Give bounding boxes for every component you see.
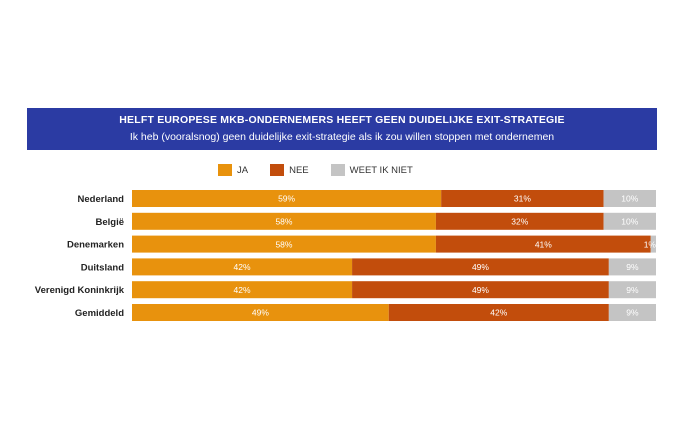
chart-title: HELFT EUROPESE MKB-ONDERNEMERS HEEFT GEE… (119, 114, 565, 126)
title-banner: HELFT EUROPESE MKB-ONDERNEMERS HEEFT GEE… (27, 108, 657, 150)
legend-label-ja: JA (237, 164, 249, 176)
bar-verenigd-koninkrijk-weet-ik-niet (608, 281, 656, 299)
data-label-verenigd-koninkrijk-ja: 42% (234, 285, 251, 295)
data-label-nederland-ja: 59% (278, 194, 295, 204)
legend-swatch-weet-ik-niet (330, 164, 345, 176)
bar-duitsland-nee (352, 258, 609, 276)
bar-gemiddeld-weet-ik-niet (608, 304, 656, 321)
legend: JA NEE WEET IK NIET (218, 163, 435, 177)
data-label-gemiddeld-weet-ik-niet: 9% (626, 308, 639, 318)
bar-nederland-ja (132, 190, 442, 207)
bar-nederland-weet-ik-niet (603, 190, 656, 207)
bar-belgie-nee (435, 212, 604, 230)
data-label-denemarken-ja: 58% (275, 239, 292, 249)
data-label-denemarken-weet-ik-niet: 1% (644, 239, 657, 249)
bar-verenigd-koninkrijk-ja (132, 281, 353, 299)
data-label-gemiddeld-nee: 42% (490, 308, 507, 318)
legend-swatch-nee (270, 164, 285, 176)
bar-nederland-nee (441, 190, 604, 207)
legend-item-nee: NEE (270, 164, 309, 176)
data-label-belgie-ja: 58% (275, 217, 292, 227)
category-label-gemiddeld: Gemiddeld (75, 308, 124, 319)
legend-label-weet-ik-niet: WEET IK NIET (349, 164, 413, 176)
data-label-verenigd-koninkrijk-nee: 49% (472, 285, 489, 295)
category-label-verenigd-koninkrijk: Verenigd Koninkrijk (35, 285, 125, 296)
category-label-nederland: Nederland (78, 194, 125, 205)
bar-gemiddeld-nee (388, 304, 609, 321)
bar-belgie-weet-ik-niet (603, 212, 656, 230)
legend-swatch-ja (218, 164, 232, 176)
data-label-denemarken-nee: 41% (535, 239, 552, 249)
data-label-duitsland-ja: 42% (234, 262, 251, 272)
data-label-nederland-nee: 31% (514, 194, 531, 204)
bar-belgie-ja (132, 212, 436, 230)
bar-duitsland-weet-ik-niet (608, 258, 656, 276)
data-label-belgie-weet-ik-niet: 10% (621, 217, 638, 227)
bar-denemarken-ja (132, 235, 436, 253)
chart-subtitle: Ik heb (vooralsnog) geen duidelijke exit… (129, 131, 555, 143)
legend-label-nee: NEE (289, 164, 309, 176)
data-label-nederland-weet-ik-niet: 10% (621, 194, 638, 204)
legend-item-weet-ik-niet: WEET IK NIET (330, 164, 413, 176)
bar-denemarken-weet-ik-niet (650, 235, 656, 253)
data-label-belgie-nee: 32% (511, 217, 528, 227)
data-label-duitsland-nee: 49% (472, 262, 489, 272)
legend-item-ja: JA (218, 164, 248, 176)
bar-verenigd-koninkrijk-nee (352, 281, 609, 299)
category-label-denemarken: Denemarken (67, 240, 124, 251)
data-label-verenigd-koninkrijk-weet-ik-niet: 9% (626, 285, 639, 295)
category-label-belgie: België (95, 217, 124, 228)
data-label-gemiddeld-ja: 49% (252, 308, 269, 318)
category-label-duitsland: Duitsland (81, 262, 124, 273)
data-label-duitsland-weet-ik-niet: 9% (626, 262, 639, 272)
bar-denemarken-nee (435, 235, 651, 253)
bar-gemiddeld-ja (132, 304, 389, 321)
bar-duitsland-ja (132, 258, 353, 276)
